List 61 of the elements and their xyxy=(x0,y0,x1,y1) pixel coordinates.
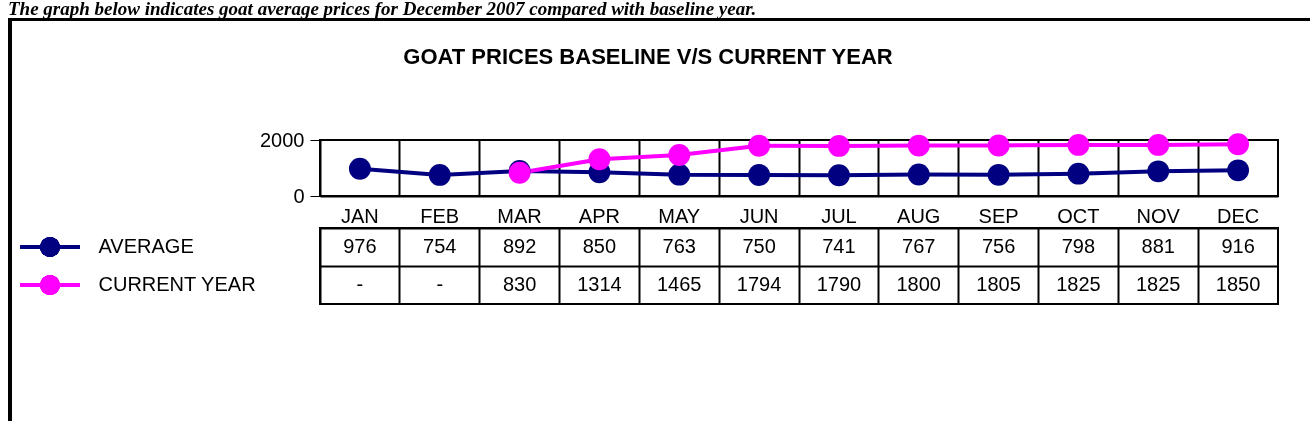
text: - xyxy=(436,273,444,295)
x-tick-label: MAR xyxy=(497,204,542,227)
point xyxy=(1227,133,1250,156)
data-label: 798 xyxy=(1061,235,1096,257)
point xyxy=(907,134,930,157)
data-label: 1314 xyxy=(577,273,622,295)
data-label: 850 xyxy=(582,235,617,257)
data-label: 1465 xyxy=(657,273,702,295)
point xyxy=(987,163,1010,186)
x-tick-label: FEB xyxy=(420,204,460,227)
point xyxy=(748,134,771,157)
data-label: 1790 xyxy=(816,273,862,295)
text: The graph below indicates goat average prices for December 2007 compared with baseline year. xyxy=(7,0,758,19)
point xyxy=(348,157,371,180)
legend-label: AVERAGE xyxy=(98,235,194,257)
x-tick-label: MAY xyxy=(658,204,701,227)
data-label: 1794 xyxy=(736,273,782,295)
x-tick-label: SEP xyxy=(978,204,1019,227)
point xyxy=(668,163,691,186)
data-label: 763 xyxy=(662,235,696,257)
point xyxy=(588,148,611,171)
point xyxy=(827,134,850,157)
data-label: 756 xyxy=(981,235,1016,257)
data-label: 1800 xyxy=(896,273,941,295)
data-label: 1805 xyxy=(976,273,1021,295)
data-label: 750 xyxy=(742,235,776,257)
x-tick-label: JUN xyxy=(739,204,779,227)
text: - xyxy=(356,273,364,295)
x-tick-label: AUG xyxy=(897,204,941,227)
point xyxy=(1067,162,1090,185)
x-tick-label: DEC xyxy=(1216,204,1260,227)
x-tick-label: JAN xyxy=(341,204,379,227)
data-label: 754 xyxy=(423,235,457,257)
chart-title: GOAT PRICES BASELINE V/S CURRENT YEAR xyxy=(403,44,893,69)
data-label: 767 xyxy=(902,235,936,257)
y-tick-label: 2000 xyxy=(260,128,305,151)
data-label: 830 xyxy=(502,273,537,295)
point xyxy=(428,163,451,186)
legend-label: CURRENT YEAR xyxy=(98,273,256,295)
point xyxy=(907,163,930,186)
point xyxy=(1227,159,1250,182)
data-label: 892 xyxy=(502,235,537,257)
data-label: 1850 xyxy=(1215,273,1261,295)
data-label: 916 xyxy=(1221,235,1255,257)
data-label: 976 xyxy=(343,235,377,257)
x-tick-label: OCT xyxy=(1057,204,1100,227)
x-tick-label: APR xyxy=(578,204,620,227)
x-tick-label: JUL xyxy=(821,204,857,227)
point xyxy=(827,164,850,187)
y-tick-label: 0 xyxy=(293,184,305,207)
data-label: 881 xyxy=(1141,235,1175,257)
data-label: 1825 xyxy=(1136,273,1181,295)
data-label: 1825 xyxy=(1056,273,1101,295)
x-tick-label: NOV xyxy=(1136,204,1181,227)
point xyxy=(748,164,771,186)
point xyxy=(1147,160,1170,183)
point xyxy=(668,144,691,166)
data-label: 741 xyxy=(822,235,856,257)
point xyxy=(987,134,1010,157)
point xyxy=(1067,133,1090,156)
point xyxy=(1147,133,1170,156)
